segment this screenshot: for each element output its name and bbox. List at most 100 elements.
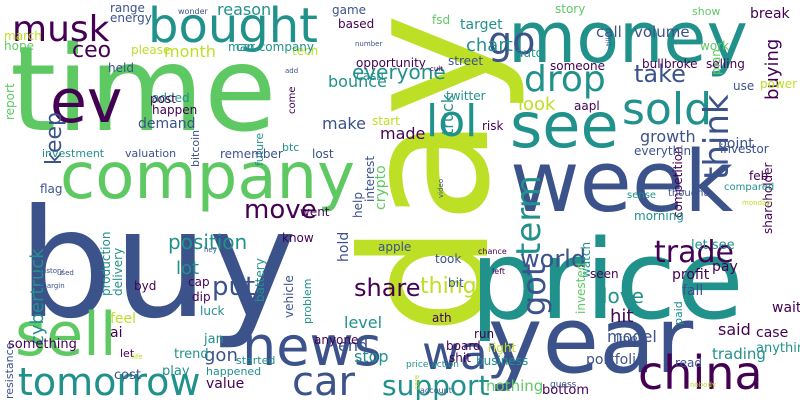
word-invested: invested [574,262,588,314]
word-happen: happen [152,103,198,117]
word-level: level [344,313,383,332]
word-something: something [8,337,77,352]
word-tech: tech [292,44,319,58]
word-wait: wait [772,300,800,316]
word-share: share [354,274,421,302]
word-let-see: let see [691,238,735,253]
word-everyone: everyone [352,60,446,84]
word-cap: cap [188,275,210,289]
word-trade: trade [654,235,734,270]
word-year: year [488,287,694,394]
word-use: use [733,79,755,93]
word-thing: thing [420,274,477,299]
word-started: started [236,354,276,367]
word-range: range [110,1,145,15]
word-monday: monday [742,199,771,207]
word-buy: buy [18,178,298,352]
word-add: add [285,67,299,75]
word-cost: cost [114,368,141,383]
word-pop: pop [221,249,235,257]
word-lot: lot [176,258,200,279]
word-end: end [338,336,369,355]
word-energy: energy [110,11,152,25]
word-nothing: nothing [486,377,544,395]
word-used: used [57,269,74,277]
word-bull: bull [642,57,664,71]
word-happened: happened [206,365,262,378]
word-hold: hold [336,231,352,262]
word-point: point [718,136,754,152]
word-volume: volume [634,23,690,41]
word-see: see [510,89,619,162]
word-interest: interest [363,155,377,202]
word-shit: shit [449,351,471,365]
word-morning: morning [634,209,684,223]
word-ceo: ceo [72,38,112,63]
word-board: board [446,339,481,353]
word-feel: feel [110,311,137,327]
word-position: position [168,230,248,254]
word-anyone: anyone [314,333,359,347]
word-guess: guess [550,380,577,390]
word-make: make [322,114,366,133]
word-care: care [413,374,421,390]
word-broke: broke [664,57,698,71]
word-risk: risk [482,119,504,133]
word-please: please [131,43,171,57]
word-luck: luck [200,304,225,318]
word-jan: jan [204,332,224,347]
word-till: till [605,37,613,46]
word-delivery: delivery [111,247,125,296]
word-start: start [372,114,400,128]
word-investment: investment [42,147,105,160]
word-let: let [120,347,135,360]
word-margin: margin [40,282,65,290]
word-portfolio: portfolio [586,352,645,368]
word-value: value [206,376,245,392]
word-twitter: twitter [446,89,486,103]
word-added: added [152,91,190,105]
word-world: world [520,245,587,273]
word-fsd: fsd [432,13,451,27]
word-resistance: resistance [3,342,16,399]
word-cash: cash [356,69,384,83]
word-company: company [60,140,355,214]
word-news: news [242,315,382,378]
word-lost: lost [312,147,334,161]
word-growth: growth [640,127,696,146]
word-bitcoin: bitcoin [189,129,202,167]
word-help: help [351,192,365,218]
word-trading: trading [712,345,766,363]
word-production: production [99,231,113,296]
word-week: week [510,133,734,232]
word-flag: flag [40,182,63,196]
word-btc: btc [282,141,300,154]
word-ev: ev [50,67,123,137]
word-ath: ath [432,311,452,325]
word-term: term [509,175,549,256]
word-money: money [508,0,748,79]
word-investor: investor [720,142,769,156]
word-based: based [338,17,375,31]
word-work: work [700,39,730,53]
word-case: case [756,325,789,341]
word-tomorrow: tomorrow [18,360,201,400]
word-hey: hey [204,246,217,254]
word-aapl: aapl [574,99,600,113]
word-china: china [638,346,763,400]
word-account: account [420,386,452,395]
word-chart: chart [466,35,513,56]
word-trend: trend [174,347,209,362]
word-car: car [292,359,355,400]
word-left: left [492,267,505,276]
word-price: price [470,216,744,344]
word-valuation: valuation [125,147,177,160]
word-bottom: bottom [542,383,590,398]
word-support: support [382,369,490,400]
word-show: show [692,5,721,18]
word-know: know [282,231,314,245]
word-business: business [476,354,529,368]
word-power: power [760,77,798,91]
word-battery: battery [253,258,267,302]
word-someone: someone [550,59,605,73]
